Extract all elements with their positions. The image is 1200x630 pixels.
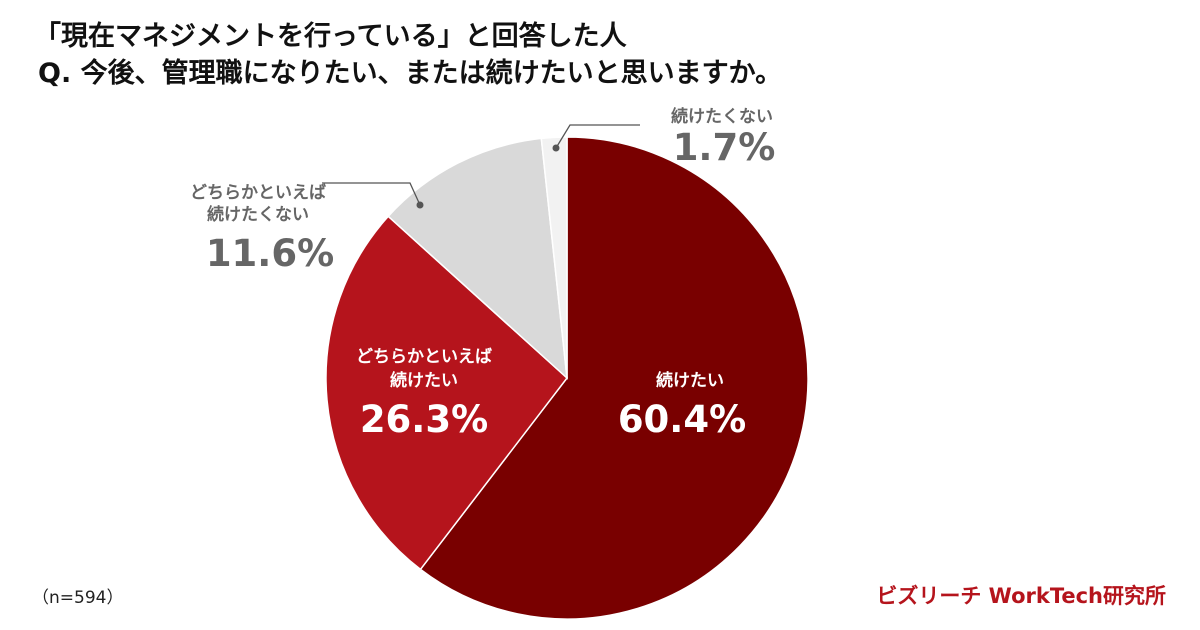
slice-label-0: 続けたい	[656, 370, 724, 391]
chart-title-line2: Q. 今後、管理職になりたい、または続けたいと思いますか。	[38, 58, 783, 89]
pie-slice-1	[325, 215, 569, 571]
pie-slice-2	[387, 137, 568, 380]
brand-logo-text: ビズリーチ WorkTech研究所	[876, 584, 1166, 608]
callout-dot-3	[552, 144, 560, 152]
callout-value-3: 1.7%	[673, 126, 776, 169]
callout-label-2-line1: どちらかといえば	[190, 183, 326, 203]
callout-leader-2	[322, 182, 421, 206]
callout-dot-2	[416, 201, 424, 209]
chart-title: 「現在マネジメントを行っている」と回答した人 Q. 今後、管理職になりたい、また…	[34, 18, 782, 92]
sample-size: （n=594）	[32, 588, 124, 608]
chart-title-line1: 「現在マネジメントを行っている」と回答した人	[34, 21, 627, 52]
callout-value-2: 11.6%	[206, 232, 334, 275]
pie-slice-3	[540, 136, 568, 379]
slice-value-1: 26.3%	[360, 398, 488, 441]
pie-slice-0	[419, 136, 809, 620]
slice-value-0: 60.4%	[618, 398, 746, 441]
slice-label-1-line1: どちらかといえば	[356, 347, 492, 367]
callout-label-2-line2: 続けたくない	[207, 204, 309, 225]
slice-label-1-line2: 続けたい	[390, 370, 458, 391]
callout-leader-3	[555, 124, 640, 149]
callout-label-3: 続けたくない	[671, 106, 773, 127]
